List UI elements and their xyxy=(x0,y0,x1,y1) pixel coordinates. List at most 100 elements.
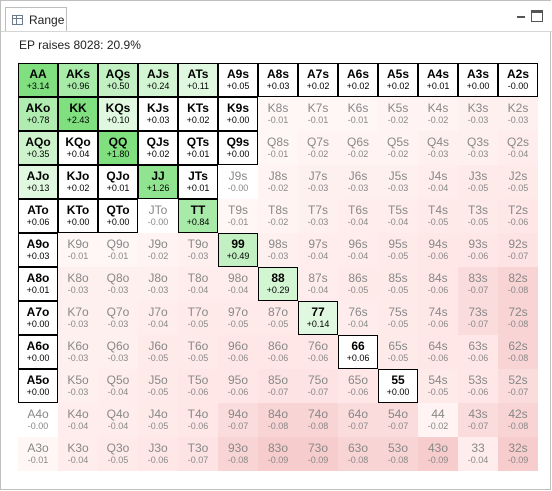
hand-cell[interactable]: 98s -0.03 xyxy=(258,233,298,267)
hand-cell[interactable]: 52s -0.07 xyxy=(498,369,538,403)
hand-cell[interactable]: QQ +1.80 xyxy=(98,131,138,165)
hand-cell[interactable]: J6s -0.03 xyxy=(338,165,378,199)
hand-cell[interactable]: Q3s -0.03 xyxy=(458,131,498,165)
hand-cell[interactable]: T4s -0.05 xyxy=(418,199,458,233)
hand-cell[interactable]: 64s -0.06 xyxy=(418,335,458,369)
hand-cell[interactable]: 42s -0.08 xyxy=(498,403,538,437)
hand-cell[interactable]: K5o -0.03 xyxy=(58,369,98,403)
hand-cell[interactable]: A9o +0.03 xyxy=(18,233,58,267)
hand-cell[interactable]: A5s +0.02 xyxy=(378,63,418,97)
hand-cell[interactable]: 44 -0.02 xyxy=(418,403,458,437)
hand-cell[interactable]: Q9s +0.00 xyxy=(218,131,258,165)
hand-cell[interactable]: J3s -0.05 xyxy=(458,165,498,199)
hand-cell[interactable]: T7o -0.05 xyxy=(178,301,218,335)
hand-cell[interactable]: Q8s -0.01 xyxy=(258,131,298,165)
hand-cell[interactable]: J5o -0.05 xyxy=(138,369,178,403)
hand-cell[interactable]: 54o -0.07 xyxy=(378,403,418,437)
hand-cell[interactable]: 84o -0.08 xyxy=(258,403,298,437)
hand-cell[interactable]: Q9o -0.01 xyxy=(98,233,138,267)
hand-cell[interactable]: 83o -0.09 xyxy=(258,437,298,471)
hand-cell[interactable]: KTs +0.02 xyxy=(178,97,218,131)
hand-cell[interactable]: 53s -0.06 xyxy=(458,369,498,403)
hand-cell[interactable]: 65o -0.06 xyxy=(338,369,378,403)
hand-cell[interactable]: 93s -0.06 xyxy=(458,233,498,267)
hand-cell[interactable]: 88 +0.29 xyxy=(258,267,298,301)
hand-cell[interactable]: QTo +0.00 xyxy=(98,199,138,233)
hand-cell[interactable]: 43o -0.09 xyxy=(418,437,458,471)
hand-cell[interactable]: 85s -0.05 xyxy=(378,267,418,301)
hand-cell[interactable]: 73s -0.07 xyxy=(458,301,498,335)
hand-cell[interactable]: Q5o -0.04 xyxy=(98,369,138,403)
hand-cell[interactable]: 75s -0.05 xyxy=(378,301,418,335)
hand-cell[interactable]: AJs +0.24 xyxy=(138,63,178,97)
hand-cell[interactable]: 95s -0.05 xyxy=(378,233,418,267)
hand-cell[interactable]: J4s -0.04 xyxy=(418,165,458,199)
hand-cell[interactable]: 73o -0.09 xyxy=(298,437,338,471)
hand-cell[interactable]: 86o -0.06 xyxy=(258,335,298,369)
hand-cell[interactable]: 54s -0.05 xyxy=(418,369,458,403)
hand-cell[interactable]: J5s -0.03 xyxy=(378,165,418,199)
hand-cell[interactable]: KJo +0.02 xyxy=(58,165,98,199)
hand-cell[interactable]: A8s +0.03 xyxy=(258,63,298,97)
hand-cell[interactable]: T5o -0.06 xyxy=(178,369,218,403)
hand-cell[interactable]: AJo +0.13 xyxy=(18,165,58,199)
hand-cell[interactable]: Q4s -0.03 xyxy=(418,131,458,165)
hand-cell[interactable]: 97s -0.04 xyxy=(298,233,338,267)
hand-cell[interactable]: Q7o -0.03 xyxy=(98,301,138,335)
hand-cell[interactable]: 98o -0.04 xyxy=(218,267,258,301)
hand-cell[interactable]: Q6s -0.02 xyxy=(338,131,378,165)
hand-cell[interactable]: A3o -0.01 xyxy=(18,437,58,471)
hand-cell[interactable]: TT +0.84 xyxy=(178,199,218,233)
hand-cell[interactable]: 87s -0.04 xyxy=(298,267,338,301)
hand-cell[interactable]: QJs +0.02 xyxy=(138,131,178,165)
hand-cell[interactable]: 95o -0.06 xyxy=(218,369,258,403)
hand-cell[interactable]: 64o -0.07 xyxy=(338,403,378,437)
hand-cell[interactable]: T6s -0.04 xyxy=(338,199,378,233)
hand-cell[interactable]: 63s -0.06 xyxy=(458,335,498,369)
hand-cell[interactable]: 33 -0.04 xyxy=(458,437,498,471)
hand-cell[interactable]: AA +3.14 xyxy=(18,63,58,97)
hand-cell[interactable]: A9s +0.05 xyxy=(218,63,258,97)
hand-cell[interactable]: ATs +0.11 xyxy=(178,63,218,97)
hand-cell[interactable]: J9s -0.00 xyxy=(218,165,258,199)
hand-cell[interactable]: T5s -0.04 xyxy=(378,199,418,233)
hand-cell[interactable]: 96o -0.06 xyxy=(218,335,258,369)
hand-cell[interactable]: 72s -0.08 xyxy=(498,301,538,335)
hand-cell[interactable]: J6o -0.05 xyxy=(138,335,178,369)
hand-cell[interactable]: 84s -0.06 xyxy=(418,267,458,301)
hand-cell[interactable]: Q5s -0.02 xyxy=(378,131,418,165)
hand-cell[interactable]: AKs +0.96 xyxy=(58,63,98,97)
hand-cell[interactable]: 66 +0.06 xyxy=(338,335,378,369)
hand-cell[interactable]: Q6o -0.03 xyxy=(98,335,138,369)
hand-cell[interactable]: T9s -0.01 xyxy=(218,199,258,233)
hand-cell[interactable]: K7s -0.01 xyxy=(298,97,338,131)
hand-cell[interactable]: 93o -0.08 xyxy=(218,437,258,471)
hand-cell[interactable]: 83s -0.07 xyxy=(458,267,498,301)
hand-cell[interactable]: ATo +0.06 xyxy=(18,199,58,233)
hand-cell[interactable]: J7o -0.04 xyxy=(138,301,178,335)
hand-cell[interactable]: 97o -0.05 xyxy=(218,301,258,335)
hand-cell[interactable]: Q3o -0.05 xyxy=(98,437,138,471)
hand-cell[interactable]: 76o -0.06 xyxy=(298,335,338,369)
hand-cell[interactable]: JJ +1.26 xyxy=(138,165,178,199)
hand-cell[interactable]: K4s -0.02 xyxy=(418,97,458,131)
hand-cell[interactable]: JTo -0.00 xyxy=(138,199,178,233)
hand-cell[interactable]: 96s -0.04 xyxy=(338,233,378,267)
hand-cell[interactable]: 32s -0.09 xyxy=(498,437,538,471)
hand-cell[interactable]: 75o -0.07 xyxy=(298,369,338,403)
hand-cell[interactable]: T8o -0.04 xyxy=(178,267,218,301)
hand-cell[interactable]: T7s -0.03 xyxy=(298,199,338,233)
hand-cell[interactable]: J3o -0.06 xyxy=(138,437,178,471)
hand-cell[interactable]: K9o -0.01 xyxy=(58,233,98,267)
hand-cell[interactable]: K6s -0.01 xyxy=(338,97,378,131)
tab-range[interactable]: Range xyxy=(5,7,67,31)
hand-cell[interactable]: A7o +0.00 xyxy=(18,301,58,335)
hand-cell[interactable]: K8o -0.03 xyxy=(58,267,98,301)
hand-cell[interactable]: T2s -0.06 xyxy=(498,199,538,233)
hand-cell[interactable]: A6o +0.00 xyxy=(18,335,58,369)
hand-cell[interactable]: J8o -0.03 xyxy=(138,267,178,301)
minimize-icon[interactable] xyxy=(515,10,527,22)
hand-cell[interactable]: T6o -0.05 xyxy=(178,335,218,369)
hand-cell[interactable]: KQo +0.04 xyxy=(58,131,98,165)
hand-cell[interactable]: 65s -0.05 xyxy=(378,335,418,369)
